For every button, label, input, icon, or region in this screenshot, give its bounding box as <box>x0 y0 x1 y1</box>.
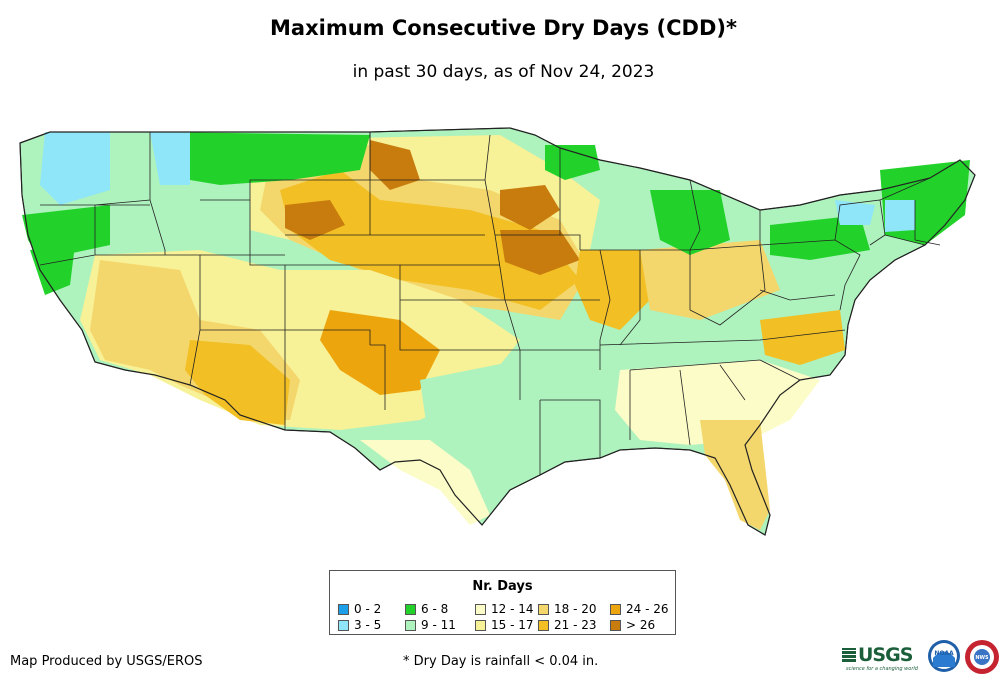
legend-title: Nr. Days <box>472 579 533 594</box>
zone-6-8-ny-pa <box>770 215 870 260</box>
legend-item: > 26 <box>610 618 655 632</box>
legend-label: 0 - 2 <box>354 602 382 616</box>
nws-logo: NWS <box>965 640 999 674</box>
map-subtitle: in past 30 days, as of Nov 24, 2023 <box>352 62 655 82</box>
zone-6-8-idaho-montana <box>160 132 370 185</box>
zone-6-8-michigan <box>650 190 730 255</box>
legend-swatch <box>610 619 621 631</box>
conus-cdd-map <box>19 127 976 536</box>
legend-item: 0 - 2 <box>338 602 381 616</box>
zone-15-17-southeast <box>615 360 820 445</box>
zone-6-8-lake-superior <box>545 145 600 180</box>
zone-12-14-texas-south <box>360 440 490 525</box>
legend-label: 18 - 20 <box>554 602 597 616</box>
svg-text:NWS: NWS <box>975 655 989 661</box>
legend-swatch <box>338 603 349 615</box>
svg-text:NOAA: NOAA <box>934 650 954 657</box>
legend-label: 24 - 26 <box>626 602 669 616</box>
legend-swatch <box>338 619 349 631</box>
zone-26plus-wy <box>285 200 345 240</box>
zone-18-20-florida <box>700 420 770 530</box>
legend-label: 9 - 11 <box>421 618 456 632</box>
map-title: Maximum Consecutive Dry Days (CDD)* <box>270 16 737 40</box>
legend-item: 12 - 14 <box>475 602 534 616</box>
zone-6-8-n-california <box>30 245 75 295</box>
zone-26plus-dakotas <box>370 140 420 190</box>
legend-item: 9 - 11 <box>405 618 456 632</box>
legend-item: 3 - 5 <box>338 618 381 632</box>
legend-item: 15 - 17 <box>475 618 534 632</box>
zone-3-5-washington <box>40 132 110 205</box>
legend-swatch <box>538 619 549 631</box>
legend-swatch <box>475 619 486 631</box>
zone-3-5-ny <box>835 200 875 225</box>
legend-swatch <box>405 603 416 615</box>
legend-label: 15 - 17 <box>491 618 534 632</box>
footnote-text: * Dry Day is rainfall < 0.04 in. <box>403 654 599 669</box>
state-borders <box>19 127 976 536</box>
zone-18-20-ohio <box>640 240 780 320</box>
legend-label: 12 - 14 <box>491 602 534 616</box>
legend-item: 6 - 8 <box>405 602 448 616</box>
legend-item: 18 - 20 <box>538 602 597 616</box>
zone-26plus-mn <box>500 185 560 230</box>
noaa-logo: NOAA <box>928 640 960 672</box>
legend-swatch <box>538 603 549 615</box>
credit-text: Map Produced by USGS/EROS <box>10 654 203 669</box>
usgs-tagline: science for a changing world <box>846 666 918 672</box>
agency-logos: USGS science for a changing world NOAA N… <box>842 638 1004 676</box>
zone-21-23-plains <box>280 170 580 310</box>
legend-label: 21 - 23 <box>554 618 597 632</box>
legend: Nr. Days 0 - 2 3 - 5 6 - 8 9 - 11 12 - 14 15 … <box>329 570 676 635</box>
zone-3-5-vt-nh <box>885 200 915 232</box>
zone-24-26-az <box>185 340 290 425</box>
zone-24-26-nm <box>320 310 440 395</box>
cdd-zones <box>22 132 970 530</box>
legend-label: 3 - 5 <box>354 618 382 632</box>
legend-swatch <box>475 603 486 615</box>
legend-item: 24 - 26 <box>610 602 669 616</box>
legend-label: > 26 <box>626 618 656 632</box>
legend-item: 21 - 23 <box>538 618 597 632</box>
legend-label: 6 - 8 <box>421 602 449 616</box>
zone-21-23-midwest <box>575 250 650 330</box>
legend-swatch <box>610 603 621 615</box>
zone-26plus-ia <box>500 230 580 275</box>
usgs-logo: USGS <box>842 644 913 666</box>
legend-swatch <box>405 619 416 631</box>
zone-6-8-pacific-nw <box>22 205 110 260</box>
zone-3-5-n-idaho <box>150 132 190 185</box>
zone-21-23-carolinas <box>760 310 845 365</box>
